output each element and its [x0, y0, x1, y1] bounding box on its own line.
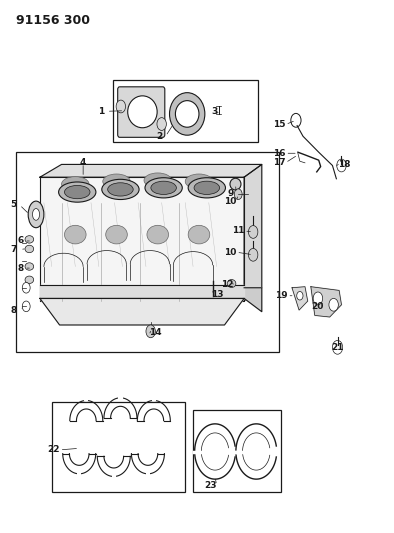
Ellipse shape [106, 225, 127, 244]
Text: 3: 3 [212, 107, 218, 116]
Ellipse shape [65, 185, 90, 199]
Text: 7: 7 [11, 245, 17, 254]
Circle shape [234, 189, 242, 199]
Ellipse shape [25, 263, 33, 270]
Circle shape [116, 100, 126, 113]
Text: 12: 12 [221, 279, 234, 288]
Ellipse shape [28, 201, 44, 228]
Ellipse shape [128, 96, 157, 128]
Circle shape [146, 325, 155, 338]
Ellipse shape [144, 173, 171, 188]
Text: 19: 19 [275, 291, 288, 300]
Ellipse shape [194, 181, 219, 195]
Text: 91156 300: 91156 300 [17, 14, 90, 27]
Bar [17, 152, 279, 352]
Circle shape [313, 292, 323, 305]
Text: 4: 4 [80, 158, 86, 167]
Ellipse shape [61, 176, 89, 191]
Text: 1: 1 [98, 107, 104, 116]
Text: 16: 16 [273, 149, 286, 158]
Ellipse shape [25, 276, 33, 284]
Ellipse shape [32, 208, 39, 220]
Text: 10: 10 [224, 248, 236, 257]
Text: 2: 2 [156, 132, 163, 141]
Text: 22: 22 [47, 446, 60, 455]
Polygon shape [244, 288, 262, 312]
Text: 18: 18 [338, 160, 351, 169]
Text: 5: 5 [11, 200, 17, 209]
Ellipse shape [227, 279, 236, 287]
Ellipse shape [188, 177, 225, 198]
Polygon shape [244, 165, 262, 301]
Ellipse shape [175, 101, 199, 127]
Ellipse shape [145, 177, 182, 198]
Text: 15: 15 [273, 120, 286, 129]
Text: 14: 14 [149, 328, 162, 337]
Ellipse shape [147, 225, 169, 244]
Circle shape [249, 225, 258, 238]
Text: 8: 8 [11, 305, 17, 314]
Polygon shape [40, 298, 244, 325]
Text: 9: 9 [227, 189, 234, 198]
Polygon shape [311, 287, 342, 317]
Circle shape [22, 301, 30, 312]
Text: 13: 13 [211, 290, 224, 299]
Ellipse shape [188, 225, 210, 244]
Ellipse shape [185, 174, 213, 189]
Bar [52, 402, 185, 492]
Text: 17: 17 [273, 158, 286, 167]
Ellipse shape [151, 181, 177, 195]
Ellipse shape [25, 245, 33, 253]
Circle shape [329, 298, 338, 311]
Circle shape [297, 292, 303, 300]
Text: 21: 21 [331, 343, 344, 352]
Ellipse shape [59, 182, 96, 202]
Text: 6: 6 [18, 237, 24, 246]
FancyBboxPatch shape [118, 87, 165, 138]
Bar [113, 80, 258, 142]
Ellipse shape [230, 178, 241, 190]
Polygon shape [40, 165, 262, 177]
Ellipse shape [103, 174, 130, 189]
Text: 8: 8 [18, 264, 24, 272]
Ellipse shape [65, 225, 86, 244]
Ellipse shape [25, 236, 33, 243]
Circle shape [22, 282, 30, 293]
Ellipse shape [169, 93, 205, 135]
Text: 23: 23 [204, 481, 217, 490]
Polygon shape [40, 285, 244, 298]
Ellipse shape [102, 179, 139, 199]
Text: 10: 10 [224, 197, 236, 206]
Polygon shape [292, 287, 308, 310]
Circle shape [157, 118, 166, 131]
Bar [193, 410, 281, 492]
Polygon shape [40, 177, 244, 301]
Ellipse shape [108, 183, 133, 196]
Text: 20: 20 [312, 302, 324, 311]
Text: 11: 11 [232, 227, 244, 236]
Circle shape [249, 248, 258, 261]
